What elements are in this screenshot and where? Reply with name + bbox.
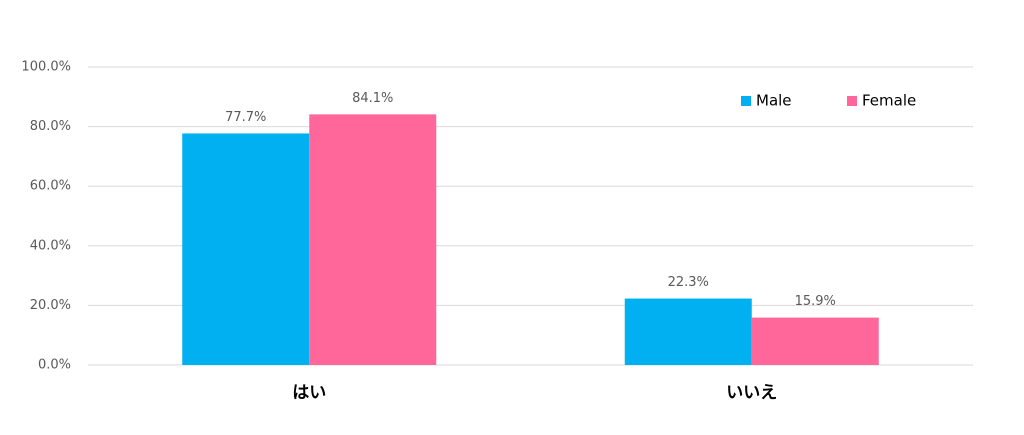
- bar: [751, 317, 879, 365]
- y-tick-label: 80.0%: [30, 119, 71, 134]
- y-tick-label: 40.0%: [30, 238, 71, 253]
- data-label: 22.3%: [668, 275, 709, 290]
- legend-label: Male: [756, 92, 792, 110]
- bar: [624, 298, 752, 365]
- data-label: 84.1%: [352, 91, 393, 106]
- data-label: 77.7%: [225, 110, 266, 125]
- legend-swatch: [741, 96, 751, 106]
- x-tick-label: いいえ: [726, 383, 777, 403]
- bar: [182, 133, 310, 365]
- data-label: 15.9%: [795, 294, 836, 309]
- x-tick-label: はい: [292, 383, 326, 403]
- legend-label: Female: [862, 92, 916, 110]
- y-tick-label: 0.0%: [38, 358, 71, 373]
- y-tick-label: 60.0%: [30, 179, 71, 194]
- legend-swatch: [847, 96, 857, 106]
- bar: [309, 114, 437, 365]
- y-tick-label: 20.0%: [30, 298, 71, 313]
- y-tick-label: 100.0%: [21, 60, 71, 75]
